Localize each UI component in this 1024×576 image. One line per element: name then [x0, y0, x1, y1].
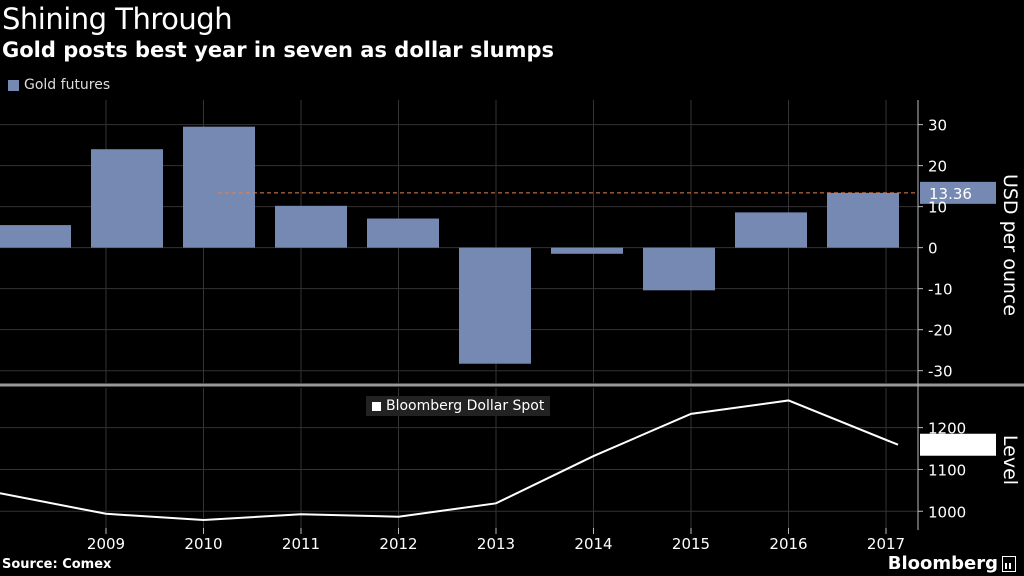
x-tick-label: 2015: [672, 535, 710, 553]
legend-dollar-spot: Bloomberg Dollar Spot: [366, 396, 551, 416]
bar-2010: [183, 126, 255, 248]
legend-swatch: [372, 401, 381, 411]
chart-subtitle: Gold posts best year in seven as dollar …: [2, 38, 555, 62]
source-note: Source: Comex: [2, 557, 112, 572]
bar-2009: [91, 149, 163, 248]
bottom-y-axis-title: Level: [999, 435, 1021, 485]
bar-2016: [735, 212, 807, 248]
x-tick-label: 2016: [769, 535, 807, 553]
dollar-line: 1159.11: [0, 399, 996, 522]
x-tick-label: 2012: [379, 535, 417, 553]
bar-2015: [643, 247, 715, 291]
x-tick-label: 2009: [87, 535, 125, 553]
legend-gold-futures: Gold futures: [8, 77, 110, 93]
x-axis-ticks: 2009 2010 2011 2012 2013 2014 2015 2016 2017: [87, 528, 905, 553]
chart-title: Shining Through: [2, 2, 233, 36]
y-tick-label: 30: [928, 117, 947, 135]
brand-text: Bloomberg: [887, 553, 998, 574]
last-value-box: [920, 433, 996, 456]
y-tick-label: 1000: [928, 503, 966, 521]
last-value-label: 13.36: [929, 185, 972, 203]
x-tick-label: 2014: [574, 535, 612, 553]
y-tick-label: -30: [928, 363, 953, 381]
y-tick-label: 20: [928, 158, 947, 176]
bar-2014: [551, 247, 623, 254]
y-tick-label: 0: [928, 240, 938, 258]
bottom-panel-grid: [0, 388, 918, 528]
brand-logo: Bloomberg: [888, 553, 1016, 574]
y-tick-label: -20: [928, 322, 953, 340]
x-tick-label: 2010: [184, 535, 222, 553]
legend-label: Gold futures: [24, 77, 111, 93]
bar-2013: [459, 247, 531, 364]
y-tick-label: 1200: [928, 420, 966, 438]
bar-2008: [0, 225, 71, 248]
x-tick-label: 2011: [282, 535, 320, 553]
top-y-axis-ticks: 30 20 10 0 -10 -20 -30: [918, 117, 953, 381]
top-y-axis-title: USD per ounce: [999, 174, 1021, 316]
y-tick-label: 1100: [928, 461, 966, 479]
x-tick-label: 2013: [477, 535, 515, 553]
y-tick-label: 10: [928, 199, 947, 217]
y-tick-label: -10: [928, 281, 953, 299]
last-value-box: [920, 181, 996, 204]
gold-bars: 13.36: [0, 126, 996, 364]
dollar-series-line: [0, 399, 899, 522]
bar-2012: [367, 218, 439, 248]
bloomberg-chart-icon: [1002, 555, 1016, 572]
legend-swatch: [8, 79, 19, 91]
bar-2017: [827, 192, 899, 248]
bar-2011: [275, 205, 347, 248]
bottom-y-axis-ticks: 1200 1100 1000: [918, 420, 966, 521]
x-tick-label: 2017: [867, 535, 905, 553]
last-value-label: 1159.11: [924, 437, 986, 455]
legend-label: Bloomberg Dollar Spot: [386, 398, 545, 414]
